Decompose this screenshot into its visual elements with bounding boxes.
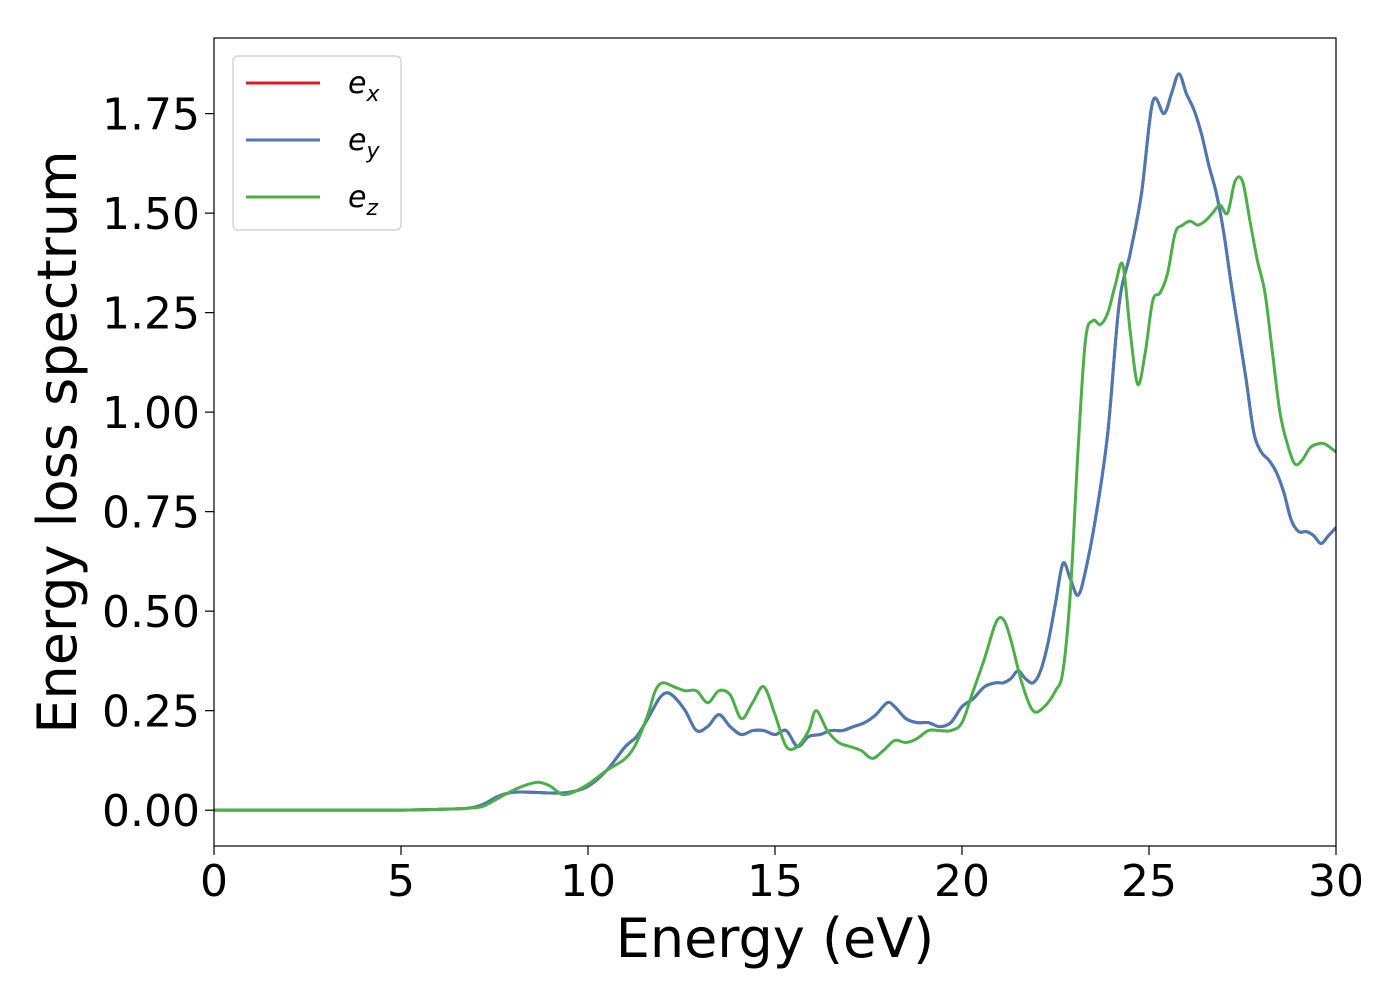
x-tick-label: 5: [387, 856, 415, 907]
x-tick-label: 30: [1308, 856, 1364, 907]
y-tick-label: 0.00: [102, 786, 200, 837]
legend: ex ey ez: [232, 55, 402, 231]
x-axis-ticks: 0 5 10 15 20 25 30: [200, 846, 1364, 907]
y-axis-title: Energy loss spectrum: [26, 150, 89, 733]
y-tick-label: 1.50: [102, 189, 200, 240]
x-tick-label: 25: [1121, 856, 1177, 907]
x-tick-label: 15: [747, 856, 803, 907]
legend-items: ex ey ez: [246, 66, 380, 221]
y-tick-label: 1.25: [102, 289, 200, 340]
series-line-z: [214, 175, 1336, 812]
x-axis-title: Energy (eV): [616, 907, 935, 970]
y-tick-label: 0.50: [102, 587, 200, 638]
x-tick-label: 10: [560, 856, 616, 907]
legend-label-y: ey: [348, 123, 380, 164]
y-tick-label: 0.75: [102, 488, 200, 539]
y-tick-label: 1.75: [102, 90, 200, 141]
legend-label-x: ex: [348, 66, 380, 107]
y-tick-label: 1.00: [102, 388, 200, 439]
x-tick-label: 20: [934, 856, 990, 907]
legend-frame: [232, 55, 402, 231]
x-tick-label: 0: [200, 856, 228, 907]
y-axis-ticks: 0.00 0.25 0.50 0.75 1.00 1.25 1.50 1.75: [102, 90, 214, 837]
series-layer: [214, 72, 1336, 812]
legend-label-z: ez: [348, 180, 378, 221]
y-tick-label: 0.25: [102, 687, 200, 738]
